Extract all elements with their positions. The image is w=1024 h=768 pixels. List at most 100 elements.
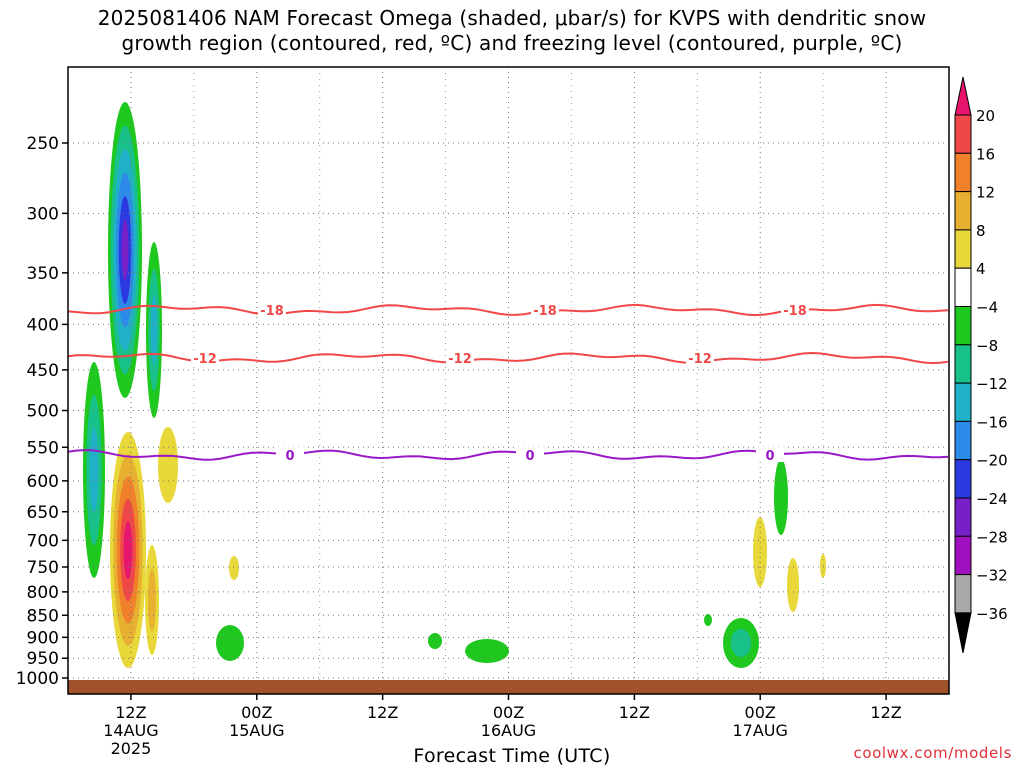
x-tick-label: 00Z [745,703,776,722]
contour-lines: -18 -18 -18 -12 -12 -12 0 0 0 [67,302,949,464]
y-tick-label: 400 [27,315,59,335]
y-tick-label: 850 [27,606,59,626]
colorbar-box [954,229,972,269]
omega-shading [83,102,826,668]
contour-line-m18 [67,303,949,317]
x-tick-label: 00Z [493,703,524,722]
omega-blob [774,459,788,535]
omega-blob [787,558,799,612]
contour-label-bg [258,302,286,317]
contour-label: -18 [260,304,284,319]
contour-label: -18 [783,304,807,319]
title-line-1: 2025081406 NAM Forecast Omega (shaded, μ… [97,6,927,30]
colorbar-box [954,344,972,384]
y-tick-label: 950 [27,649,59,669]
contour-label: 0 [765,449,774,464]
colorbar-label: 4 [976,260,986,278]
contour-label: -12 [448,352,472,367]
x-tick-label: 12Z [115,703,146,722]
contour-label-bg [276,447,304,462]
y-tick-label: 750 [27,558,59,578]
omega-blob [121,219,129,281]
y-tick-label: 800 [27,583,59,603]
colorbar-box [954,574,972,614]
contour-label-bg [756,447,784,462]
colorbar-box [954,152,972,193]
colorbar-label: 20 [976,107,995,125]
y-tick-label: 300 [27,204,59,224]
y-tick-label: 550 [27,438,59,458]
y-axis: 2503003504004505005506006507007508008509… [16,134,68,689]
y-tick-label: 1000 [16,669,59,689]
colorbar-box [954,420,972,461]
contour-label-bg [446,350,474,365]
colorbar-box [954,267,972,308]
contour-label: -18 [533,304,557,319]
omega-blob [704,614,712,626]
omega-blob [229,556,239,580]
site-credit: coolwx.com/models [853,744,1012,762]
colorbar-label: 16 [976,145,995,163]
y-tick-label: 600 [27,472,59,492]
chart-title: 2025081406 NAM Forecast Omega (shaded, μ… [0,6,1024,56]
ground-band [68,680,949,694]
colorbar-label: −16 [976,413,1008,431]
colorbar-box [954,459,972,499]
x-tick-date: 17AUG [733,721,788,740]
x-tick-year: 2025 [111,739,152,758]
x-tick-date: 14AUG [103,721,158,740]
colorbar-label: −12 [976,375,1008,393]
contour-label-bg [191,350,219,365]
colorbar-label: −36 [976,605,1008,623]
contour-label-bg [781,302,809,317]
colorbar-box [954,191,972,231]
omega-blob [465,639,509,663]
colorbar-label: −28 [976,528,1008,546]
contour-label: 0 [525,449,534,464]
y-tick-label: 700 [27,531,59,551]
colorbar-box [954,382,972,422]
omega-blob [730,628,752,658]
y-tick-label: 350 [27,264,59,284]
omega-blob [89,427,99,513]
colorbar-box [954,114,972,154]
omega-blob [158,427,178,503]
contour-label: 0 [285,449,294,464]
colorbar-box [954,497,972,537]
y-tick-label: 500 [27,402,59,422]
x-tick-date: 16AUG [481,721,536,740]
x-tick-label: 12Z [870,703,901,722]
y-tick-label: 250 [27,134,59,154]
contour-label: -12 [688,352,712,367]
contour-label-bg [516,447,544,462]
contour-label: -12 [193,352,217,367]
omega-blob [123,521,133,579]
contour-line-0 [67,449,949,461]
x-tick-label: 00Z [241,703,272,722]
y-tick-label: 900 [27,628,59,648]
omega-blob [148,568,156,632]
colorbar-label: −24 [976,490,1008,508]
colorbar-label: −20 [976,452,1008,470]
omega-blob [150,295,158,365]
x-axis-label: Forecast Time (UTC) [413,745,611,767]
x-tick-label: 12Z [367,703,398,722]
contour-label-bg [531,302,559,317]
title-line-2: growth region (contoured, red, ºC) and f… [121,31,903,55]
x-tick-date: 15AUG [229,721,284,740]
y-tick-label: 450 [27,361,59,381]
colorbar-label: −8 [976,337,998,355]
colorbar-top-arrow [954,76,972,116]
grid-lines [67,67,950,694]
colorbar-label: 12 [976,184,995,202]
colorbar-box [954,306,972,346]
colorbar-bottom-arrow [954,612,972,653]
colorbar-label: −4 [976,299,998,317]
omega-blob [216,625,244,661]
y-tick-label: 650 [27,503,59,523]
contour-label-bg [686,350,714,365]
colorbar: 20 16 12 8 4 −4 −8 −12 −16 −20 −24 −28 −32 −36 [954,76,1008,653]
colorbar-label: −32 [976,567,1008,585]
